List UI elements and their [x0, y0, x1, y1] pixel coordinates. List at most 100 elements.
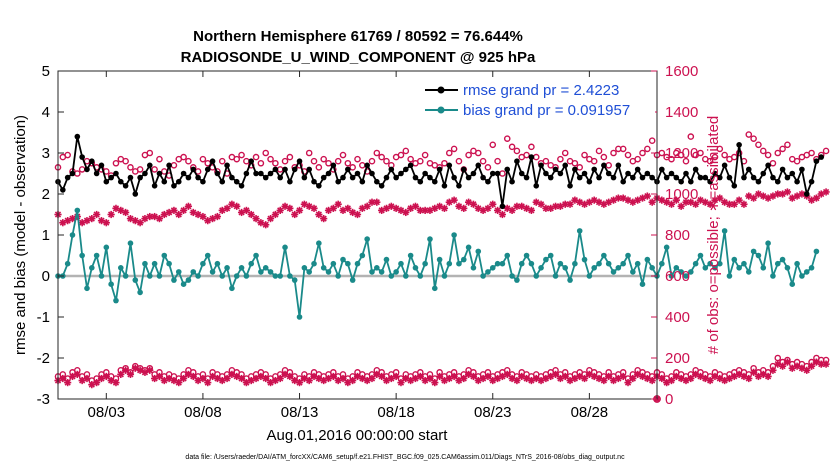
bias-point: [122, 273, 129, 279]
rmse-point: [567, 183, 573, 189]
possible-obs-marker: [774, 149, 782, 157]
possible-obs-marker: [600, 153, 608, 161]
rmse-point: [470, 170, 477, 177]
bias-point: [644, 256, 651, 263]
rmse-point: [229, 174, 235, 181]
bias-point: [731, 256, 738, 263]
assimilated-marker: [566, 200, 574, 208]
possible-obs-marker: [489, 141, 497, 149]
bias-point: [272, 273, 279, 279]
assimilated-marker: [750, 194, 758, 202]
bias-point: [291, 277, 298, 283]
rmse-point: [146, 162, 153, 169]
rmse-point: [248, 158, 255, 164]
bias-point: [398, 260, 404, 267]
rmse-point: [137, 174, 143, 181]
assimilated-marker: [295, 206, 304, 214]
rmse-point: [518, 170, 525, 177]
assimilated-marker: [759, 192, 767, 200]
bias-point: [480, 273, 486, 279]
rmse-point: [64, 174, 71, 181]
rmse-point: [615, 162, 622, 169]
assimilated-marker: [237, 374, 246, 383]
rmse-point: [572, 166, 578, 173]
assimilated-marker: [672, 196, 680, 204]
rmse-point: [253, 170, 259, 177]
bias-point: [514, 277, 520, 283]
bias-point: [301, 265, 308, 271]
bias-point: [504, 252, 511, 259]
rmse-point: [601, 162, 607, 169]
bias-point: [200, 260, 206, 267]
bias-point: [417, 273, 424, 279]
rmse-point: [741, 174, 747, 181]
assimilated-marker: [93, 379, 101, 387]
bias-point: [89, 265, 95, 271]
assimilated-marker: [460, 204, 468, 212]
assimilated-marker: [117, 370, 125, 378]
bias-point: [374, 265, 380, 271]
rmse-point: [639, 174, 646, 181]
possible-obs-marker: [180, 153, 187, 161]
bias-point: [760, 265, 767, 271]
rmse-point: [644, 170, 651, 177]
y-right-tick-label: 200: [665, 350, 690, 367]
rmse-point: [803, 191, 810, 197]
assimilated-marker: [189, 372, 197, 381]
bias-point: [108, 281, 114, 288]
rmse-point: [625, 170, 631, 177]
rmse-point: [485, 178, 491, 185]
bias-point: [741, 260, 747, 267]
assimilated-marker: [136, 219, 144, 227]
rmse-point: [610, 174, 617, 181]
assimilated-marker: [503, 370, 511, 378]
bias-point: [557, 260, 564, 267]
possible-obs-marker: [484, 164, 492, 171]
bias-point: [620, 260, 626, 267]
assimilated-marker: [484, 204, 492, 212]
rmse-point: [755, 178, 762, 185]
assimilated-marker: [402, 208, 410, 217]
x-tick-label: 08/13: [281, 404, 319, 421]
rmse-point: [393, 174, 399, 181]
rmse-point: [243, 170, 250, 177]
rmse-point: [325, 170, 332, 177]
bias-point: [779, 256, 786, 263]
assimilated-marker: [624, 379, 632, 387]
bias-point: [446, 260, 453, 267]
y-axis-label-right: # of obs: o=possible; ∗=assimilated: [705, 116, 722, 355]
bias-point: [712, 265, 718, 271]
rmse-point: [156, 170, 163, 177]
rmse-point: [166, 162, 172, 169]
assimilated-marker: [397, 379, 405, 387]
bias-point: [716, 260, 723, 267]
possible-obs-marker: [339, 151, 347, 159]
assimilated-marker: [146, 212, 154, 221]
bias-point: [156, 273, 163, 279]
rmse-point: [93, 170, 100, 177]
rmse-point: [306, 166, 312, 173]
possible-obs-marker: [305, 149, 313, 157]
rmse-point: [668, 170, 675, 177]
bias-point: [784, 265, 791, 271]
bias-point: [489, 265, 496, 271]
possible-obs-marker: [644, 145, 651, 153]
bias-point: [393, 269, 399, 275]
bias-point: [79, 252, 85, 259]
rmse-point: [702, 174, 709, 181]
rmse-point: [267, 170, 274, 177]
bias-point: [518, 260, 525, 267]
right-axis-ticks: 0 200 400 600 800 1000 1200 1400 1600: [651, 63, 698, 408]
assimilated-marker: [305, 376, 313, 385]
possible-obs-marker: [677, 151, 685, 159]
rmse-point: [581, 170, 588, 177]
assimilated-marker: [426, 374, 434, 383]
rmse-point: [108, 174, 114, 181]
assimilated-marker: [778, 362, 787, 370]
possible-obs-marker: [218, 157, 226, 165]
assimilated-marker: [783, 358, 792, 366]
possible-obs-marker: [281, 157, 289, 165]
assimilated-marker: [643, 192, 651, 200]
rmse-point: [291, 166, 298, 173]
assimilated-marker: [783, 188, 792, 196]
